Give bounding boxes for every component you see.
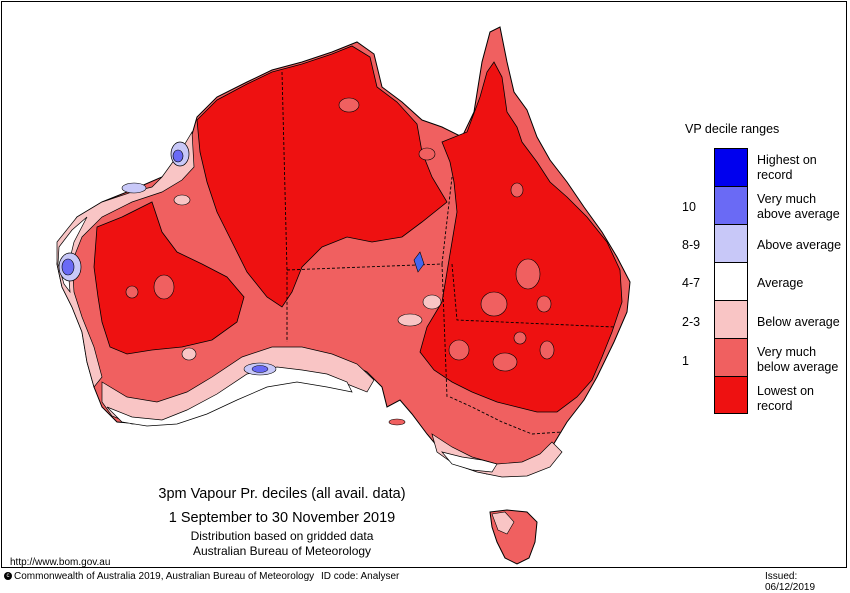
bom-url: http://www.bom.gov.au — [10, 557, 111, 568]
legend-label-highest: Highest on record — [757, 153, 817, 182]
legend-decile-1: 1 — [682, 354, 689, 368]
legend-swatch-very-much-above — [714, 186, 748, 224]
patch-16 — [173, 194, 191, 206]
above-average-patch-pilbara — [121, 182, 147, 194]
legend-label-above: Above average — [757, 238, 842, 252]
copyright-icon: c — [4, 572, 12, 581]
patch-7 — [492, 352, 518, 372]
legend-swatch-average — [714, 262, 748, 300]
legend-decile-10: 10 — [682, 200, 696, 214]
lowest-east-region — [419, 61, 623, 413]
legend-swatch-below — [714, 300, 748, 338]
patch-2 — [125, 285, 139, 299]
patch-4 — [418, 147, 436, 161]
se-average-region — [441, 451, 498, 473]
lowest-north-region — [196, 45, 448, 308]
lake-eyre — [413, 251, 425, 273]
sw-average-region — [106, 366, 353, 427]
patch-15 — [181, 347, 197, 361]
tasmania-below-average — [491, 511, 515, 535]
legend-label-average: Average — [757, 276, 804, 290]
map-source: Australian Bureau of Meteorology — [192, 544, 372, 558]
patch-10 — [536, 295, 552, 313]
patch-6 — [515, 258, 541, 290]
legend-swatch-highest — [714, 148, 748, 186]
footer-id-code: ID code: Analyser — [321, 571, 400, 582]
patch-12 — [513, 331, 527, 345]
legend-swatch-lowest — [714, 376, 748, 414]
map-frame: VP decile ranges Highest on record Very … — [1, 1, 847, 568]
australia-map — [56, 26, 631, 565]
patch-11 — [510, 182, 524, 198]
legend-swatches — [714, 148, 748, 414]
legend-decile-2-3: 2-3 — [682, 315, 701, 329]
patch-3 — [338, 97, 360, 113]
legend-title: VP decile ranges — [685, 122, 780, 136]
legend-label-lowest: Lowest on record — [757, 384, 814, 413]
legend-swatch-above — [714, 224, 748, 262]
patch-8 — [448, 339, 470, 361]
state-borders — [281, 71, 615, 435]
footer-copyright-text: Commonwealth of Australia 2019, Australi… — [14, 571, 315, 582]
legend-label-very-much-above: Very much above average — [757, 192, 840, 221]
very-much-above-patch-south — [251, 365, 269, 373]
very-much-above-patch-sharkbay — [61, 258, 75, 276]
legend-decile-8-9: 8-9 — [682, 238, 701, 252]
legend-label-below: Below average — [757, 315, 840, 329]
patch-5 — [480, 291, 508, 317]
kangaroo-island — [388, 418, 406, 426]
legend-label-very-much-below: Very much below average — [757, 345, 839, 374]
legend-decile-4-7: 4-7 — [682, 276, 701, 290]
map-period: 1 September to 30 November 2019 — [168, 510, 396, 526]
map-subtitle: Distribution based on gridded data — [190, 529, 374, 543]
footer-issued-date: Issued: 06/12/2019 — [765, 571, 816, 593]
patch-14 — [397, 313, 423, 327]
footer-copyright: c Commonwealth of Australia 2019, Austral… — [4, 571, 314, 582]
patch-13 — [422, 294, 442, 310]
legend-swatch-very-much-below — [714, 338, 748, 376]
patch-1 — [153, 274, 175, 300]
very-much-above-patch-nw — [172, 149, 184, 163]
patch-9 — [539, 340, 555, 360]
map-title: 3pm Vapour Pr. deciles (all avail. data) — [158, 486, 406, 502]
